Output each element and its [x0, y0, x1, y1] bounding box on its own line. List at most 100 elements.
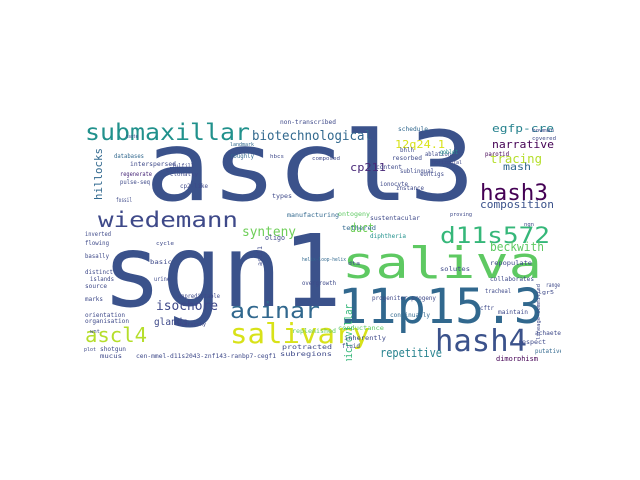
word: taste [126, 134, 138, 140]
word: basally [85, 253, 109, 260]
word: club [166, 167, 180, 174]
word: conductance [338, 325, 384, 332]
word: helix-loop-helix [302, 257, 346, 263]
word: respect [518, 339, 546, 346]
word: wnt [90, 329, 100, 335]
word: ascl3 [145, 118, 475, 223]
word: ascl4 [85, 323, 147, 347]
word: bowman [532, 128, 554, 134]
word: goblet [440, 149, 458, 156]
word: mucus [100, 353, 122, 360]
word: types [272, 193, 292, 200]
word: resorbed [392, 155, 422, 162]
word-cloud-canvas: ascl3 sgn1 saliva 11p15.3 salivary hash4… [84, 118, 561, 361]
word-cloud: ascl3 sgn1 saliva 11p15.3 salivary hash4… [80, 118, 561, 361]
word: duct [350, 221, 374, 235]
word: flowing [85, 240, 109, 247]
word: tracheal [485, 288, 511, 295]
word: proving [450, 212, 472, 218]
word: synteny [242, 225, 296, 240]
word: hierarchy [178, 322, 206, 328]
word: achaete [535, 330, 561, 337]
word: clonally [170, 172, 198, 178]
word: composition [480, 198, 554, 211]
word: roughly [230, 153, 254, 160]
word: hillocks [92, 148, 105, 200]
word: orientation [85, 312, 125, 319]
word: parotid [485, 151, 509, 158]
word: microvillar [342, 304, 355, 361]
word: maintain [498, 309, 528, 316]
word: distinct [85, 269, 113, 276]
word: narrative [492, 138, 554, 151]
word: cp211 [350, 161, 386, 174]
word: 12q24.1 [395, 138, 445, 151]
word: organisation [85, 318, 129, 325]
word: repetitive [380, 346, 442, 360]
word: sustentacular [370, 215, 420, 222]
word: biotechnological [252, 129, 372, 144]
word: fulfill [172, 163, 194, 170]
word: glands [154, 317, 188, 328]
word: overgrowth [302, 280, 336, 287]
word: plot [84, 347, 96, 353]
word: content [376, 164, 402, 171]
word: progenitor-progeny [372, 295, 436, 302]
word: salivary [230, 317, 370, 350]
word: hash3 [480, 181, 548, 206]
word: source [85, 283, 107, 290]
word: 11p15.3 [338, 279, 543, 335]
word: protracted [282, 344, 333, 351]
word: repopulate [490, 260, 532, 267]
word: hbcs [270, 154, 284, 160]
word: sons [182, 302, 198, 308]
word: inherently [344, 335, 386, 342]
word: ascl1 [257, 246, 264, 266]
word: marks [85, 296, 103, 303]
word: databases [114, 153, 144, 160]
word: ngn [524, 222, 534, 228]
word: wiedemann [98, 208, 238, 232]
word: regenerate [120, 171, 152, 178]
word: dimorphism [496, 355, 538, 361]
word: diphtheria [370, 233, 406, 240]
word: mash [503, 162, 531, 173]
word: range [546, 282, 560, 289]
word: bhlh [400, 147, 414, 154]
word: putative [535, 348, 561, 355]
word: instance [396, 185, 424, 192]
word: sgn1 [102, 213, 342, 330]
word: basic [150, 259, 172, 266]
word: saliva [342, 238, 542, 289]
word: pulse-seq [120, 179, 150, 186]
word: replenished [292, 328, 336, 335]
word: cen-mmel-d11s2043-znf143-ranbp7-cegf1 [136, 353, 276, 360]
word: tethered [342, 225, 376, 232]
word: inverted [85, 231, 111, 238]
word: cftr [480, 305, 494, 312]
word: islands [90, 276, 114, 283]
word: tracing [490, 152, 542, 166]
word: dta [348, 261, 360, 267]
word: solutes [440, 266, 470, 273]
word: continually [390, 312, 430, 319]
word: submaxillar [85, 120, 250, 146]
word: horizontal [432, 160, 462, 166]
word: unpredictable [178, 293, 220, 300]
word: fluid [342, 343, 360, 350]
word: subregions [280, 351, 333, 358]
word: d11s572 [440, 224, 550, 249]
word: acinar [230, 299, 320, 324]
word: ablation [425, 151, 451, 158]
word: sublingual [400, 168, 434, 175]
word: schedule [398, 126, 428, 133]
word: composed [312, 156, 340, 162]
word: lineage-committed [536, 284, 542, 340]
word: fossil [116, 197, 132, 204]
word: beckwith [490, 240, 544, 254]
word: collaborates [490, 276, 534, 283]
word: interspersed [130, 161, 176, 168]
word: cp2-like [180, 183, 208, 190]
word: non-transcribed [280, 119, 336, 126]
word: ontogeny [338, 211, 370, 218]
